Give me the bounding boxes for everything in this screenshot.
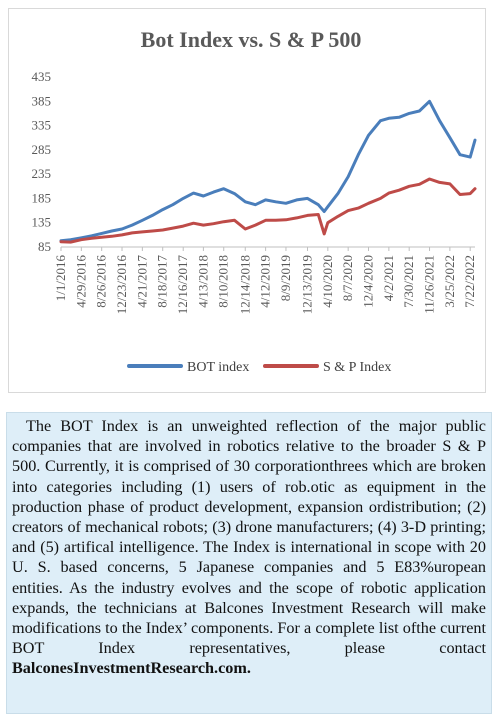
chart-title: Bot Index vs. S & P 500 — [141, 27, 362, 52]
y-tick-label: 285 — [32, 142, 52, 157]
y-tick-label: 185 — [32, 190, 52, 205]
x-axis: 1/1/2016 4/29/2016 8/26/2016 12/23/2016 4/21… — [53, 246, 477, 315]
y-tick-label: 435 — [32, 69, 52, 84]
y-tick-label: 135 — [32, 215, 52, 230]
x-tick-label: 8/18/2017 — [155, 255, 170, 308]
x-tick-label: 4/2/2021 — [381, 255, 396, 301]
x-tick-label: 1/1/2016 — [53, 255, 68, 302]
legend-label: S & P Index — [323, 360, 391, 375]
x-tick-label: 8/10/2018 — [216, 255, 231, 308]
y-tick-label: 235 — [32, 166, 52, 181]
series-line-bot-index — [59, 99, 477, 243]
x-tick-label: 4/29/2016 — [73, 255, 88, 308]
x-tick-label: 12/4/2020 — [361, 255, 376, 308]
series-line-sp-index — [59, 177, 477, 244]
x-tick-label: 12/13/2019 — [299, 255, 314, 314]
x-tick-label: 7/22/2022 — [462, 255, 477, 308]
x-tick-label: 4/21/2017 — [134, 255, 149, 308]
caption-text: The BOT Index is an unweighted reflectio… — [12, 417, 486, 658]
chart-container: Bot Index vs. S & P 500 85 135 185 235 285 33… — [8, 8, 486, 393]
x-tick-label: 8/26/2016 — [94, 255, 109, 308]
x-tick-label: 11/26/2021 — [422, 255, 437, 314]
x-tick-label: 12/14/2018 — [237, 255, 252, 314]
legend-label: BOT index — [187, 360, 249, 375]
legend: BOT index S & P Index — [127, 360, 391, 375]
line-chart: Bot Index vs. S & P 500 85 135 185 235 285 33… — [32, 27, 478, 375]
y-tick-label: 335 — [32, 118, 52, 133]
x-tick-label: 4/12/2019 — [258, 255, 273, 308]
y-axis: 85 135 185 235 285 335 385 435 — [32, 69, 52, 254]
caption-box: The BOT Index is an unweighted reflectio… — [6, 412, 492, 714]
x-tick-label: 4/13/2018 — [195, 255, 210, 308]
x-tick-label: 12/16/2017 — [175, 255, 190, 315]
x-tick-label: 3/25/2022 — [442, 255, 457, 308]
x-tick-label: 4/10/2020 — [320, 255, 335, 308]
y-tick-label: 85 — [38, 239, 51, 254]
x-tick-label: 8/9/2019 — [278, 255, 293, 301]
x-tick-label: 8/7/2020 — [340, 255, 355, 301]
series-lines — [59, 99, 477, 244]
y-tick-label: 385 — [32, 93, 52, 108]
x-tick-label: 12/23/2016 — [114, 255, 129, 315]
x-tick-label: 7/30/2021 — [401, 255, 416, 308]
caption-link[interactable]: BalconesInvestmentResearch.com. — [12, 659, 251, 678]
caption-paragraph: The BOT Index is an unweighted reflectio… — [12, 416, 486, 679]
